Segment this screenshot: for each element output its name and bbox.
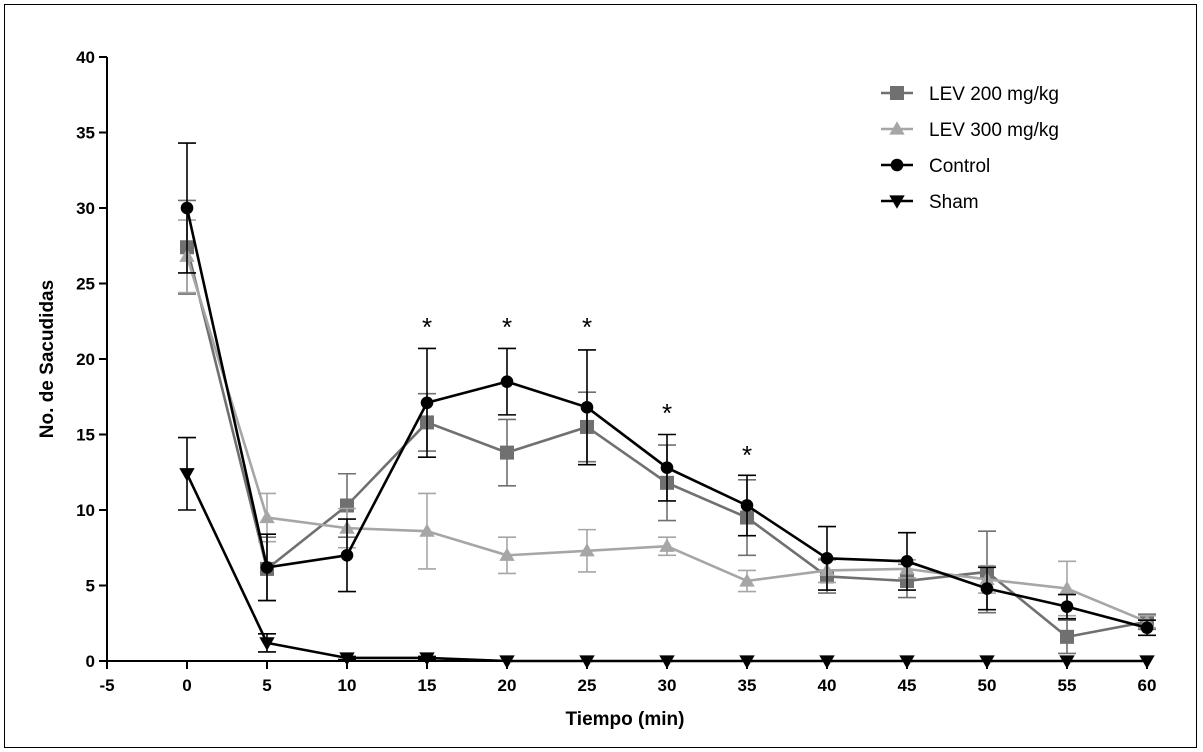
- data-point: [179, 468, 195, 482]
- legend-marker: [890, 86, 904, 100]
- data-point: [340, 549, 354, 562]
- x-tick-label: 30: [658, 676, 677, 695]
- y-axis-title: No. de Sacudidas: [37, 280, 58, 438]
- data-point: [1060, 600, 1074, 613]
- data-point: [740, 499, 754, 512]
- x-tick-label: 50: [978, 676, 997, 695]
- data-point: [979, 655, 995, 669]
- data-point: [739, 655, 755, 669]
- data-point: [259, 637, 275, 651]
- y-tick-label: 15: [76, 426, 95, 445]
- x-tick-label: 45: [898, 676, 917, 695]
- chart-frame: [4, 4, 1197, 748]
- data-point: [820, 552, 834, 565]
- legend-marker: [890, 158, 904, 172]
- y-tick-label: 10: [76, 501, 95, 520]
- data-point: [580, 401, 594, 414]
- y-tick-label: 25: [76, 275, 95, 294]
- significance-marker: *: [502, 312, 512, 342]
- data-point: [1059, 580, 1075, 595]
- significance-marker: *: [742, 440, 752, 470]
- x-tick-label: 20: [498, 676, 517, 695]
- data-point: [420, 396, 434, 410]
- data-point: [499, 547, 515, 561]
- x-axis-title: Tiempo (min): [566, 709, 685, 730]
- series-2: [178, 142, 1156, 637]
- data-point: [180, 201, 194, 215]
- legend-item: Sham: [881, 192, 979, 213]
- legend-marker: [889, 195, 905, 209]
- legend-marker: [889, 121, 905, 135]
- x-tick-label: 10: [338, 676, 357, 695]
- y-tick-label: 5: [86, 577, 95, 596]
- data-point: [660, 461, 674, 475]
- data-point: [900, 555, 914, 568]
- legend-item: LEV 200 mg/kg: [881, 84, 1059, 105]
- data-point: [819, 655, 835, 669]
- data-point: [1060, 629, 1074, 644]
- data-point: [659, 538, 675, 552]
- legend-label: LEV 300 mg/kg: [929, 120, 1059, 141]
- data-point: [500, 445, 514, 460]
- data-point: [579, 655, 595, 669]
- data-point: [259, 509, 275, 524]
- data-point: [419, 652, 435, 666]
- x-tick-label: 40: [818, 676, 837, 695]
- data-point: [739, 573, 755, 587]
- y-tick-label: 40: [76, 48, 95, 67]
- data-point: [339, 652, 355, 666]
- significance-marker: *: [662, 398, 672, 428]
- legend-item: LEV 300 mg/kg: [881, 120, 1059, 141]
- y-tick-label: 30: [76, 199, 95, 218]
- y-tick-label: 20: [76, 350, 95, 369]
- legend-label: Sham: [929, 192, 979, 213]
- data-point: [1139, 655, 1155, 669]
- data-point: [260, 561, 274, 574]
- y-tick-label: 35: [76, 124, 95, 143]
- data-point: [579, 543, 595, 557]
- x-tick-label: 15: [418, 676, 437, 695]
- legend-label: Control: [929, 156, 990, 177]
- y-tick-label: 0: [86, 652, 95, 671]
- data-point: [899, 655, 915, 669]
- x-tick-label: 0: [182, 676, 191, 695]
- legend-item: Control: [881, 156, 990, 177]
- data-point: [500, 375, 514, 388]
- series-3: [178, 436, 1155, 669]
- x-tick-label: 55: [1058, 676, 1077, 695]
- data-point: [659, 655, 675, 669]
- legend: LEV 200 mg/kg LEV 300 mg/kg Control Sham: [881, 84, 1059, 213]
- data-point: [1140, 621, 1154, 635]
- x-tick-label: 60: [1138, 676, 1157, 695]
- significance-marker: *: [422, 312, 432, 342]
- data-point: [419, 523, 435, 537]
- data-point: [499, 655, 515, 669]
- legend-label: LEV 200 mg/kg: [929, 84, 1059, 105]
- data-point: [1059, 655, 1075, 669]
- x-tick-label: -5: [99, 676, 114, 695]
- x-tick-label: 5: [262, 676, 271, 695]
- x-tick-label: 35: [738, 676, 757, 695]
- significance-marker: *: [582, 312, 592, 342]
- x-tick-label: 25: [578, 676, 597, 695]
- data-point: [980, 582, 994, 595]
- series-layer: [178, 142, 1156, 669]
- annotation-layer: * * * * *: [422, 312, 752, 470]
